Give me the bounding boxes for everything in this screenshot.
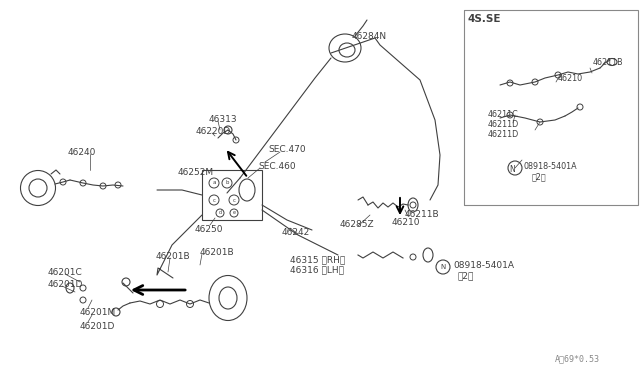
- Text: d: d: [218, 211, 221, 215]
- Text: 46211D: 46211D: [488, 130, 519, 139]
- Text: N: N: [440, 264, 445, 270]
- Text: 46240: 46240: [68, 148, 97, 157]
- Text: 46201D: 46201D: [48, 280, 83, 289]
- Text: 46220D: 46220D: [196, 127, 231, 136]
- Text: N: N: [509, 164, 515, 173]
- Text: 46201D: 46201D: [80, 322, 115, 331]
- Text: e: e: [232, 211, 236, 215]
- Text: b: b: [225, 180, 228, 186]
- Text: 46211B: 46211B: [593, 58, 623, 67]
- Text: 4S.SE: 4S.SE: [468, 14, 502, 24]
- Text: c: c: [232, 198, 236, 202]
- Text: 46316 〈LH〉: 46316 〈LH〉: [290, 265, 344, 274]
- Text: 46242: 46242: [282, 228, 310, 237]
- Text: 46201B: 46201B: [156, 252, 191, 261]
- Text: A∖69*0.53: A∖69*0.53: [555, 354, 600, 363]
- Text: 46211B: 46211B: [405, 210, 440, 219]
- Text: 08918-5401A: 08918-5401A: [524, 162, 578, 171]
- Text: 46201C: 46201C: [48, 268, 83, 277]
- Text: 08918-5401A: 08918-5401A: [453, 261, 514, 270]
- Text: SEC.460: SEC.460: [258, 162, 296, 171]
- Text: 46285Z: 46285Z: [340, 220, 374, 229]
- Text: 46211D: 46211D: [488, 120, 519, 129]
- Text: 46250: 46250: [195, 225, 223, 234]
- Text: 46211C: 46211C: [488, 110, 519, 119]
- Text: a: a: [212, 180, 216, 186]
- Text: 46252M: 46252M: [178, 168, 214, 177]
- Text: 46210: 46210: [558, 74, 583, 83]
- Bar: [464, 10, 638, 205]
- Text: 46201B: 46201B: [200, 248, 235, 257]
- Text: 46284N: 46284N: [352, 32, 387, 41]
- Text: 〈2〉: 〈2〉: [532, 172, 547, 181]
- Text: 〈2〉: 〈2〉: [458, 271, 474, 280]
- Text: SEC.470: SEC.470: [268, 145, 306, 154]
- Text: 46210: 46210: [392, 218, 420, 227]
- Text: 46313: 46313: [209, 115, 237, 124]
- Text: c: c: [212, 198, 216, 202]
- Text: 46315 〈RH〉: 46315 〈RH〉: [290, 255, 345, 264]
- Text: 46201M: 46201M: [80, 308, 116, 317]
